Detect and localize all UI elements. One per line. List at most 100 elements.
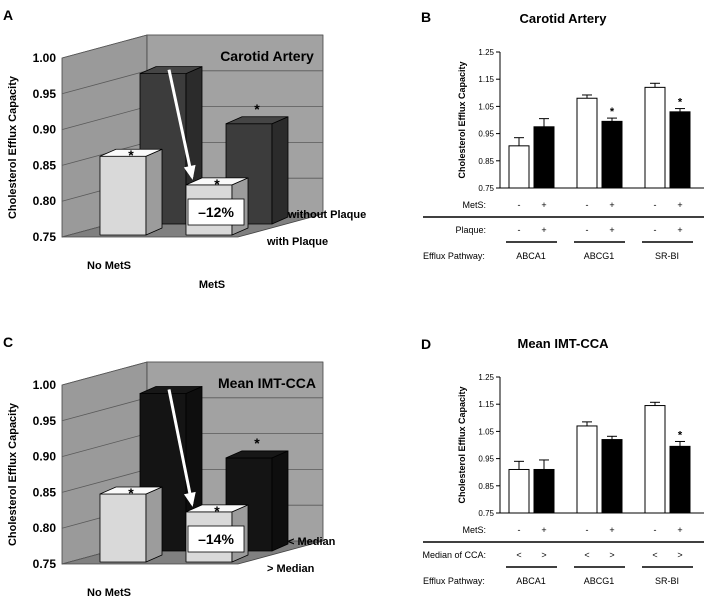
y-tick-label: 1.25 [478,48,494,57]
bar-0 [508,460,530,514]
significance-star: * [128,485,134,501]
y-tick-label: 0.95 [33,87,57,101]
y-tick-label: 0.85 [33,158,57,172]
significance-star: * [214,176,220,192]
bar-rect [533,468,555,514]
bar-rect [576,425,598,514]
bar-rect [508,468,530,514]
row-value: + [609,525,614,535]
y-axis-label: Cholesterol Efflux Capacity [7,402,19,546]
bar-3 [601,435,623,514]
bar-rect [576,97,598,189]
pathway-label: ABCG1 [584,576,615,586]
bar-rect [669,111,691,189]
y-tick-label: 1.25 [478,373,494,382]
gridline [61,361,323,386]
depth-label: > Median [267,563,315,575]
row-value: > [677,550,682,560]
significance-star: * [254,435,260,451]
bar-top-face [225,450,289,459]
row-value: + [677,525,682,535]
row-label: Median of CCA: [422,550,486,560]
significance-star: * [254,101,260,117]
bar-2 [576,421,598,514]
bar-top-face [99,148,163,157]
bar-side-face [271,116,289,225]
bar-side-face [145,148,163,236]
significance-star: * [610,106,615,118]
row-label: Plaque: [455,225,486,235]
significance-star: * [678,429,683,441]
y-tick-label: 0.95 [33,414,57,428]
chart-title: Mean IMT-CCA [218,375,316,391]
y-tick-label: 0.75 [33,557,57,571]
bar-rect [644,86,666,189]
bar-side-face [271,450,289,552]
row-value: - [518,525,521,535]
bar-top-face [225,116,289,125]
row-value: + [677,200,682,210]
pathway-label: SR-BI [655,251,679,261]
bar-5 [669,440,691,514]
row-value: < [516,550,521,560]
panel-letter-b: B [421,9,431,25]
y-tick-label: 1.15 [478,75,494,84]
row-value: > [609,550,614,560]
bar-front-0 [99,486,163,563]
y-tick-label: 0.95 [478,130,494,139]
row-value: < [584,550,589,560]
panel-letter-a: A [3,7,13,23]
panel-letter-d: D [421,336,431,352]
row-value: - [586,225,589,235]
row-value: < [652,550,657,560]
category-label: No MetS [87,260,131,272]
chart-title: Carotid Artery [220,48,314,64]
pathway-label: ABCA1 [516,576,546,586]
y-tick-label: 0.80 [33,521,57,535]
bar-front-face [99,493,147,563]
row-value: + [541,200,546,210]
bar-3 [601,117,623,189]
row-value: + [677,225,682,235]
bar-side-face [145,486,163,563]
annotation-text: –12% [198,204,234,220]
bar-rect [508,145,530,189]
y-tick-label: 1.00 [33,378,57,392]
annotation-text: –14% [198,531,234,547]
y-axis-label: Cholesterol Efflux Capacity [7,75,19,219]
bar-2 [576,94,598,189]
arrow-head [183,491,196,507]
pathway-row-label: Efflux Pathway: [423,576,485,586]
bar-top-face [185,504,249,513]
category-label: No MetS [87,587,131,599]
bar-rect [533,126,555,189]
y-tick-label: 0.80 [33,194,57,208]
bar-rect [601,120,623,189]
row-value: > [541,550,546,560]
bar-top-face [99,486,163,495]
bar-4 [644,82,666,189]
bar-top-face [185,177,249,186]
y-tick-label: 0.85 [33,485,57,499]
gridline [61,34,323,59]
row-label: MetS: [462,200,486,210]
row-value: - [518,225,521,235]
pathway-label: SR-BI [655,576,679,586]
significance-star: * [678,97,683,109]
y-axis-label: Cholesterol Efflux Capacity [457,61,467,178]
row-label: MetS: [462,525,486,535]
y-tick-label: 1.15 [478,400,494,409]
panel-b-bar-chart: Carotid Artery 0.75 0.85 0.95 1.05 1.15 1.25 Ch… [423,11,704,261]
y-tick-label: 0.75 [33,230,57,244]
y-tick-label: 0.90 [33,450,57,464]
y-tick-label: 0.75 [478,509,494,518]
y-tick-label: 1.05 [478,427,494,436]
row-value: + [541,225,546,235]
significance-star: * [128,147,134,163]
y-tick-label: 0.85 [478,157,494,166]
panel-d-bar-chart: Mean IMT-CCA 0.75 0.85 0.95 1.05 1.15 1.25 Chol… [422,336,704,586]
panel-letter-c: C [3,334,13,350]
depth-label: with Plaque [266,236,328,248]
arrow-head [183,164,196,180]
bar-0 [508,137,530,189]
